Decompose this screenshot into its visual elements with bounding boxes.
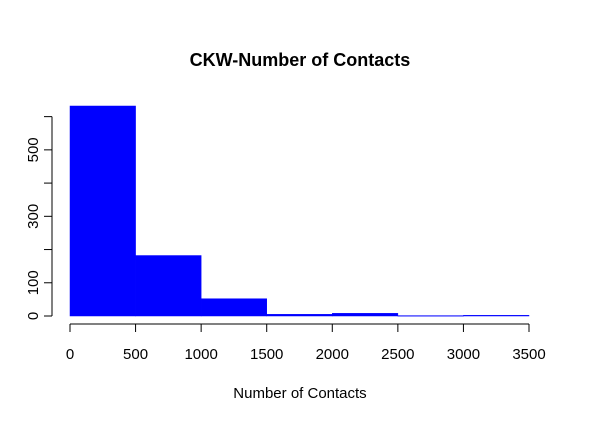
bars-group [69, 105, 530, 317]
histogram-bar-0 [69, 105, 136, 317]
x-tick-label: 1500 [250, 346, 283, 363]
y-tick-label: 300 [25, 204, 42, 229]
histogram-bar-1 [135, 255, 202, 317]
y-axis: 0 100 300 500 [25, 116, 53, 320]
histogram-bar-4 [332, 313, 399, 317]
x-tick-label: 3500 [512, 346, 545, 363]
histogram-bar-6 [463, 315, 530, 317]
y-tick-label: 500 [25, 137, 42, 162]
histogram-bar-2 [200, 298, 267, 317]
x-tick-label: 3000 [447, 346, 480, 363]
y-tick-label: 0 [25, 312, 42, 320]
x-axis: 0 500 1000 1500 2000 2500 3000 3500 [66, 323, 546, 363]
histogram-bar-5 [397, 315, 464, 317]
y-tick-label: 100 [25, 270, 42, 295]
x-tick-label: 0 [66, 346, 74, 363]
x-tick-label: 500 [123, 346, 148, 363]
x-tick-label: 1000 [184, 346, 217, 363]
x-axis-label: Number of Contacts [233, 385, 366, 402]
histogram-bar-3 [266, 314, 333, 317]
chart-title: CKW-Number of Contacts [190, 50, 411, 70]
x-tick-label: 2500 [381, 346, 414, 363]
x-tick-label: 2000 [316, 346, 349, 363]
